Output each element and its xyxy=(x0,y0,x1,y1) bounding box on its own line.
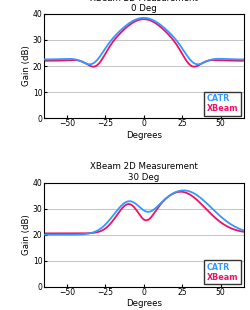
X-axis label: Degrees: Degrees xyxy=(126,299,162,308)
CATR xyxy=(176,45,180,49)
CATR xyxy=(42,232,45,235)
Legend: CATR, XBeam: CATR, XBeam xyxy=(204,260,241,284)
XBeam xyxy=(194,62,196,65)
CATR xyxy=(78,59,81,62)
CATR xyxy=(142,17,145,21)
X-axis label: Degrees: Degrees xyxy=(126,131,162,140)
CATR xyxy=(194,65,196,69)
CATR xyxy=(94,64,97,68)
XBeam xyxy=(160,201,163,204)
Line: XBeam: XBeam xyxy=(44,190,244,235)
XBeam xyxy=(133,201,136,205)
XBeam xyxy=(142,16,145,20)
CATR xyxy=(242,59,245,63)
CATR xyxy=(160,201,163,205)
CATR xyxy=(78,232,81,235)
Legend: CATR, XBeam: CATR, XBeam xyxy=(204,92,241,116)
XBeam xyxy=(88,62,91,66)
Title: XBeam 2D Measurement
0 Deg: XBeam 2D Measurement 0 Deg xyxy=(90,0,198,13)
XBeam xyxy=(182,188,185,192)
XBeam xyxy=(78,232,81,236)
XBeam xyxy=(94,60,97,64)
CATR xyxy=(42,59,45,63)
Y-axis label: Gain (dB): Gain (dB) xyxy=(22,214,30,255)
XBeam xyxy=(94,230,97,233)
CATR xyxy=(193,196,196,200)
CATR xyxy=(179,190,182,194)
XBeam xyxy=(42,58,45,61)
XBeam xyxy=(133,18,136,22)
Y-axis label: Gain (dB): Gain (dB) xyxy=(22,46,30,86)
XBeam xyxy=(78,59,81,62)
CATR xyxy=(242,230,245,234)
Line: CATR: CATR xyxy=(44,19,244,67)
XBeam xyxy=(193,192,196,196)
CATR xyxy=(133,20,136,24)
XBeam xyxy=(176,41,180,44)
Title: XBeam 2D Measurement
30 Deg: XBeam 2D Measurement 30 Deg xyxy=(90,162,198,182)
XBeam xyxy=(176,190,179,193)
Line: XBeam: XBeam xyxy=(44,18,244,64)
CATR xyxy=(92,65,95,69)
CATR xyxy=(161,27,164,30)
XBeam xyxy=(242,228,245,232)
CATR xyxy=(133,206,136,209)
CATR xyxy=(94,231,97,234)
XBeam xyxy=(242,58,245,61)
XBeam xyxy=(161,24,164,28)
Line: CATR: CATR xyxy=(44,192,244,233)
XBeam xyxy=(42,233,45,237)
CATR xyxy=(176,190,179,194)
